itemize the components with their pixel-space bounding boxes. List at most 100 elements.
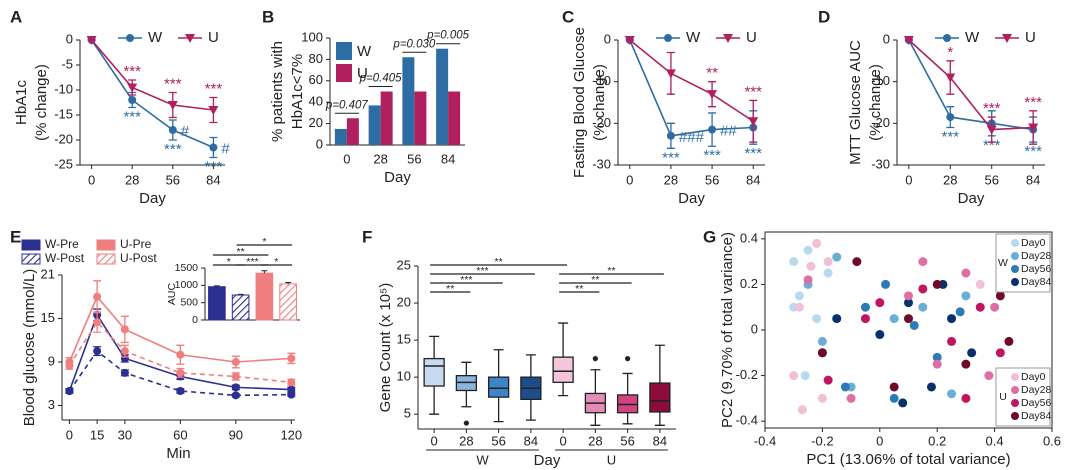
y-axis-label: Gene Count (x 10⁵)	[377, 283, 394, 413]
y-tick-label: 3	[48, 397, 55, 412]
marker	[65, 387, 74, 395]
whisker	[429, 386, 440, 415]
point	[812, 238, 822, 248]
marker	[723, 34, 733, 43]
x-tick-label: 0	[560, 433, 567, 448]
y-tick-label: 25	[397, 257, 411, 272]
outlier	[592, 356, 598, 362]
y-tick-label: -0.2	[736, 367, 758, 382]
legend-marker	[1011, 373, 1019, 381]
whisker	[525, 399, 536, 421]
x-tick-label: 28	[373, 151, 387, 166]
marker	[1028, 123, 1039, 133]
point	[832, 314, 842, 324]
x-tick-label: 28	[125, 172, 139, 187]
legend-label: W-Post	[45, 251, 85, 265]
significance-label: **	[446, 283, 454, 295]
marker	[168, 126, 177, 134]
y-tick-label: 10	[397, 369, 411, 384]
point	[803, 275, 813, 285]
bar	[346, 118, 359, 145]
marker	[120, 368, 129, 377]
y-tick-label: 9	[48, 353, 55, 368]
point	[932, 352, 942, 362]
marker	[93, 347, 102, 356]
legend-label: W	[965, 29, 980, 46]
point	[817, 348, 827, 358]
y-tick-label: 21	[41, 266, 55, 281]
bar	[436, 48, 449, 146]
point	[904, 291, 913, 301]
y-tick-label: -10	[54, 81, 73, 96]
legend-label: Day56	[1021, 263, 1052, 275]
bar	[368, 105, 381, 145]
box	[423, 357, 445, 387]
marker	[176, 387, 185, 395]
x-axis-label: PC1 (13.06% of total variance)	[806, 451, 1010, 468]
point	[800, 371, 810, 381]
marker	[986, 125, 997, 135]
marker	[231, 391, 240, 400]
significance-label: *	[227, 256, 231, 268]
legend-group-label: U	[999, 391, 1007, 403]
x-tick-label: 0.4	[986, 433, 1004, 448]
bar	[279, 283, 297, 321]
whisker	[493, 349, 504, 378]
point	[881, 279, 891, 289]
legend-group-label: W	[998, 257, 1008, 269]
error-bar	[213, 285, 220, 287]
y-tick-label: 100	[301, 29, 323, 44]
point	[794, 291, 804, 301]
marker	[624, 36, 635, 45]
x-axis-label: Day	[958, 190, 985, 207]
legend-label: Day28	[1021, 250, 1052, 262]
legend-swatch	[96, 239, 116, 251]
point	[823, 257, 833, 267]
legend-marker	[1011, 412, 1019, 420]
marker	[748, 117, 759, 127]
y-tick-label: 0	[316, 136, 323, 151]
legend-label: W-Pre	[45, 237, 79, 251]
significance-label: ***	[983, 100, 1001, 117]
significance-label: ***	[164, 141, 182, 158]
y-tick-label: -25	[54, 156, 73, 171]
bar	[334, 128, 347, 145]
y-tick-label: -30	[871, 156, 890, 171]
marker	[185, 34, 195, 43]
point	[812, 314, 822, 324]
point	[904, 314, 913, 324]
panel-letter: G	[703, 227, 716, 246]
y-tick-label: 1000	[175, 279, 199, 291]
point	[817, 336, 827, 346]
point	[789, 257, 799, 267]
point	[995, 348, 1005, 358]
point	[961, 291, 971, 301]
panel-letter: E	[10, 227, 21, 246]
series-line	[68, 349, 292, 397]
x-tick-label: 84	[746, 172, 760, 187]
x-tick-label: 120	[280, 427, 302, 442]
x-tick-label: 0.6	[1043, 433, 1061, 448]
y-axis-label: PC2 (9.70% of total variance)	[719, 232, 736, 428]
legend-box	[995, 367, 1051, 427]
point	[832, 252, 842, 262]
point	[794, 302, 804, 312]
y-tick-label: 0	[66, 31, 73, 46]
marker	[287, 354, 296, 363]
series-line	[629, 39, 754, 122]
point	[990, 302, 1000, 312]
p-value: p=0.005	[426, 30, 469, 42]
marker	[86, 36, 97, 45]
significance-label: ***	[246, 256, 258, 268]
y-tick-label: -20	[592, 115, 611, 130]
point	[918, 284, 928, 294]
legend-label: W	[148, 29, 163, 46]
point	[875, 298, 885, 308]
x-tick-label: 84	[524, 433, 538, 448]
x-tick-label: 56	[620, 433, 634, 448]
significance-label: *	[262, 236, 266, 248]
legend-swatch	[336, 64, 352, 82]
bar	[231, 294, 250, 321]
x-tick-label: 56	[705, 172, 719, 187]
